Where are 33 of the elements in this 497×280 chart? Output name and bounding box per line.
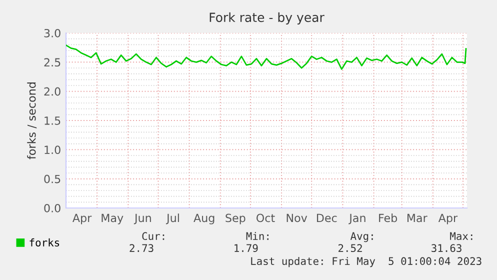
- x-tick-label: Mar: [407, 214, 428, 222]
- line-series: [66, 44, 467, 70]
- text: 31.63: [432, 244, 462, 252]
- legend-label: forks: [30, 238, 60, 246]
- chart-title: Fork rate - by year: [210, 12, 324, 24]
- x-tick-label: Feb: [379, 214, 398, 222]
- text: 2.52: [338, 244, 362, 252]
- x-tick-label: Oct: [256, 214, 275, 222]
- y-tick-label: 0.5: [44, 174, 60, 184]
- x-tick-label: Jul: [166, 214, 179, 224]
- x-tick-label: May: [102, 214, 124, 224]
- y-tick-label: 2.0: [44, 87, 60, 96]
- x-tick-label: Apr: [72, 214, 92, 224]
- x-tick-label: Apr: [438, 214, 458, 224]
- x-tick-label: Jan: [348, 214, 366, 224]
- text: Avg:: [350, 232, 373, 242]
- text: Min:: [246, 232, 268, 240]
- y-tick-label: 1.5: [44, 116, 60, 125]
- text: Last update: Fri May 5 01:00:04 2023: [251, 256, 482, 268]
- text: Max:: [450, 232, 472, 240]
- y-tick-label: 3.0: [44, 28, 60, 38]
- x-tick-label: Aug: [194, 214, 214, 224]
- x-tick-label: Nov: [286, 214, 308, 222]
- y-tick-label: 1.0: [44, 146, 60, 154]
- y-tick-label: 0.0: [44, 204, 60, 212]
- text: 2.73: [130, 244, 154, 252]
- text: 1.79: [234, 244, 258, 252]
- x-tick-label: Sep: [226, 214, 246, 224]
- text: Cur:: [142, 232, 164, 240]
- y-tick-label: 2.5: [44, 58, 60, 67]
- x-tick-label: Dec: [316, 214, 337, 222]
- x-tick-label: Jun: [134, 214, 151, 224]
- y-axis-title: forks / second: [27, 82, 37, 160]
